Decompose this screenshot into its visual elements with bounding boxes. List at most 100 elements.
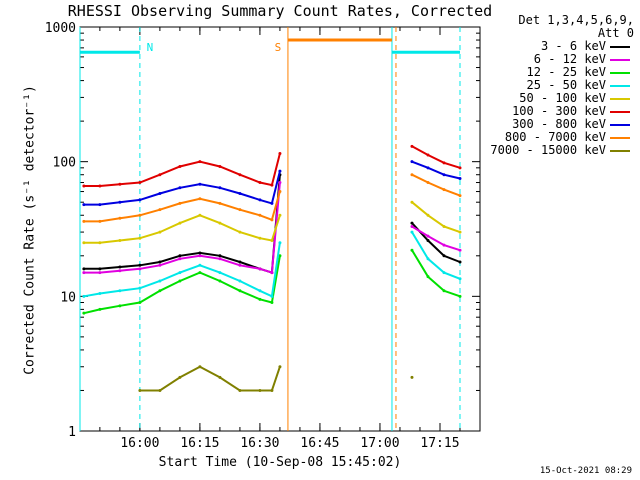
data-point-5 [442, 161, 446, 165]
data-point-3 [238, 279, 242, 283]
legend-label: 7000 - 15000 keV [490, 143, 606, 157]
x-tick-label: 17:15 [420, 436, 459, 451]
data-point-1 [118, 269, 122, 273]
data-point-0 [458, 260, 462, 264]
data-point-6 [98, 203, 102, 207]
data-point-8 [238, 388, 242, 392]
data-point-4 [218, 221, 222, 225]
data-point-1 [458, 248, 462, 252]
data-point-8 [218, 375, 222, 379]
data-point-0 [442, 254, 446, 258]
x-tick-label: 16:00 [120, 436, 159, 451]
legend-entry: 25 - 50 keV [480, 79, 634, 92]
data-point-4 [178, 221, 182, 225]
data-point-4 [442, 225, 446, 229]
data-point-3 [258, 289, 262, 293]
data-point-3 [82, 294, 86, 298]
data-point-6 [442, 173, 446, 177]
data-point-5 [278, 151, 282, 155]
data-point-1 [82, 271, 86, 275]
series-line-2 [83, 249, 461, 315]
x-tick-label: 16:30 [240, 436, 279, 451]
data-point-6 [158, 192, 162, 196]
legend-swatch [610, 150, 630, 152]
data-point-8 [138, 388, 142, 392]
data-point-7 [158, 208, 162, 212]
data-point-7 [178, 201, 182, 205]
series-line-4 [83, 201, 461, 244]
data-point-5 [98, 184, 102, 188]
data-point-6 [198, 182, 202, 186]
legend-label: 12 - 25 keV [526, 65, 606, 79]
data-point-8 [198, 365, 202, 369]
data-point-5 [258, 181, 262, 185]
data-point-7 [426, 181, 430, 185]
timestamp-footer: 15-Oct-2021 08:29 [539, 466, 632, 476]
data-point-1 [258, 267, 262, 271]
data-point-4 [118, 238, 122, 242]
data-point-5 [410, 144, 414, 148]
data-point-2 [278, 254, 282, 258]
data-point-4 [258, 236, 262, 240]
data-point-7 [270, 218, 274, 222]
data-point-3 [98, 291, 102, 295]
data-point-1 [426, 234, 430, 238]
data-point-1 [278, 181, 282, 185]
y-tick-label: 100 [53, 156, 76, 171]
data-point-2 [426, 275, 430, 279]
legend-label: 25 - 50 keV [526, 78, 606, 92]
data-point-6 [426, 166, 430, 170]
legend-swatch [610, 72, 630, 74]
legend-entry: 7000 - 15000 keV [480, 144, 634, 157]
data-point-3 [458, 277, 462, 281]
data-point-0 [98, 267, 102, 271]
data-point-7 [198, 197, 202, 201]
data-point-1 [198, 254, 202, 258]
state-annotation: S [275, 41, 282, 54]
data-point-1 [218, 257, 222, 261]
data-point-5 [218, 165, 222, 169]
legend-header-detectors: Det 1,3,4,5,6,9, [518, 13, 634, 27]
data-point-4 [138, 236, 142, 240]
data-point-4 [158, 230, 162, 234]
data-point-7 [238, 208, 242, 212]
data-point-2 [118, 304, 122, 308]
data-point-5 [198, 160, 202, 164]
legend-header-attenuator: Att 0 [597, 26, 634, 40]
data-point-4 [270, 238, 274, 242]
data-point-3 [138, 286, 142, 290]
x-axis-title: Start Time (10-Sep-08 15:45:02) [158, 455, 402, 470]
data-point-3 [442, 271, 446, 275]
legend-label: 6 - 12 keV [533, 52, 606, 66]
data-point-4 [410, 200, 414, 204]
data-point-3 [118, 289, 122, 293]
data-point-2 [158, 289, 162, 293]
data-point-0 [82, 267, 86, 271]
data-point-7 [118, 216, 122, 220]
legend-label: 800 - 7000 keV [504, 130, 606, 144]
data-point-0 [238, 260, 242, 264]
chart-title: RHESSI Observing Summary Count Rates, Co… [67, 2, 493, 20]
data-point-2 [98, 307, 102, 311]
data-point-8 [278, 365, 282, 369]
data-point-0 [138, 263, 142, 267]
x-tick-label: 16:15 [180, 436, 219, 451]
data-point-3 [158, 279, 162, 283]
data-point-4 [278, 213, 282, 217]
legend-entry: 3 - 6 keV [480, 40, 634, 53]
data-point-4 [458, 230, 462, 234]
legend-swatch [610, 46, 630, 48]
data-point-0 [118, 265, 122, 269]
legend-label: 300 - 800 keV [512, 117, 606, 131]
data-point-6 [178, 186, 182, 190]
data-point-1 [410, 225, 414, 229]
data-point-3 [270, 294, 274, 298]
data-point-6 [118, 200, 122, 204]
legend-swatch [610, 137, 630, 139]
data-point-5 [238, 173, 242, 177]
data-point-2 [82, 311, 86, 315]
legend-label: 3 - 6 keV [540, 39, 606, 53]
data-point-5 [270, 183, 274, 187]
data-point-3 [426, 257, 430, 261]
data-point-1 [270, 271, 274, 275]
